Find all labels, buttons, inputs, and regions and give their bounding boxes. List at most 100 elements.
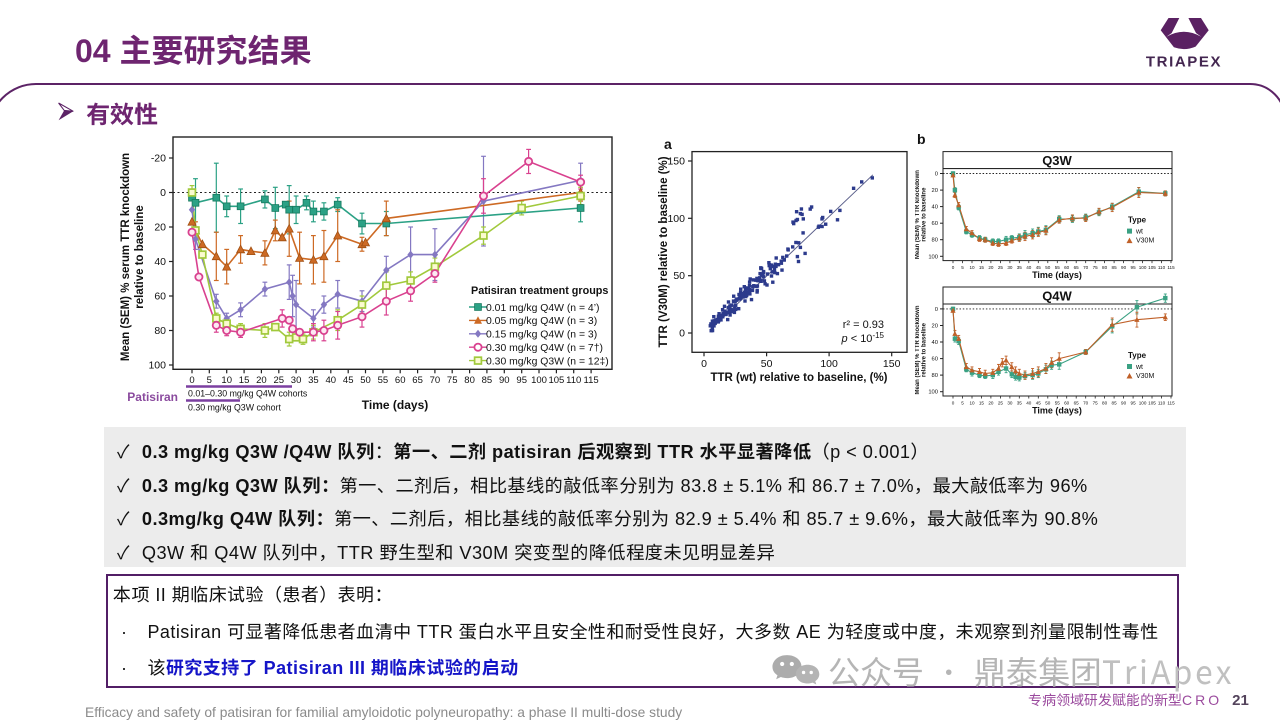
- svg-text:100: 100: [1139, 401, 1147, 406]
- svg-text:60: 60: [932, 221, 938, 227]
- svg-text:50: 50: [1045, 265, 1051, 270]
- svg-text:30: 30: [1007, 401, 1013, 406]
- svg-text:a: a: [664, 136, 672, 152]
- svg-text:90: 90: [1121, 265, 1127, 270]
- svg-text:10: 10: [969, 265, 975, 270]
- svg-text:0.30 mg/kg Q3W (n = 12‡): 0.30 mg/kg Q3W (n = 12‡): [486, 356, 609, 367]
- svg-text:Mean (SEM) % serum TTR knockdo: Mean (SEM) % serum TTR knockdown: [120, 153, 132, 361]
- svg-text:0: 0: [935, 172, 938, 178]
- svg-text:115: 115: [584, 375, 599, 386]
- svg-text:45: 45: [1036, 265, 1042, 270]
- svg-text:50: 50: [360, 375, 371, 386]
- svg-text:relative to baseline: relative to baseline: [922, 187, 928, 242]
- svg-text:40: 40: [1026, 401, 1032, 406]
- svg-text:60: 60: [1064, 265, 1070, 270]
- svg-text:60: 60: [932, 357, 938, 363]
- svg-text:65: 65: [1074, 401, 1080, 406]
- svg-text:15: 15: [979, 265, 985, 270]
- svg-text:55: 55: [1055, 401, 1061, 406]
- svg-text:Mean (SEM) % TTR knockdown: Mean (SEM) % TTR knockdown: [915, 305, 921, 394]
- svg-text:0: 0: [189, 375, 194, 386]
- svg-text:100: 100: [531, 375, 547, 386]
- svg-text:35: 35: [1017, 265, 1023, 270]
- svg-text:80: 80: [932, 373, 938, 379]
- svg-text:110: 110: [566, 375, 581, 386]
- svg-text:90: 90: [1121, 401, 1127, 406]
- svg-text:r² = 0.93: r² = 0.93: [843, 319, 884, 331]
- svg-text:40: 40: [932, 340, 938, 346]
- svg-text:30: 30: [291, 375, 302, 386]
- svg-text:5: 5: [961, 401, 964, 406]
- svg-text:80: 80: [1102, 265, 1108, 270]
- svg-text:70: 70: [1083, 401, 1089, 406]
- svg-text:100: 100: [148, 360, 166, 372]
- svg-text:-20: -20: [151, 153, 166, 165]
- svg-text:0: 0: [679, 328, 685, 340]
- svg-text:0: 0: [160, 187, 166, 199]
- svg-text:10: 10: [969, 401, 975, 406]
- svg-text:15: 15: [239, 375, 250, 386]
- svg-text:Time (days): Time (days): [1032, 270, 1082, 280]
- svg-text:80: 80: [464, 375, 475, 386]
- svg-text:110: 110: [1158, 265, 1166, 270]
- svg-text:Q3W: Q3W: [1042, 153, 1072, 168]
- svg-text:20: 20: [154, 222, 166, 234]
- svg-text:0: 0: [701, 358, 707, 370]
- svg-text:20: 20: [932, 188, 938, 194]
- svg-text:75: 75: [1093, 401, 1099, 406]
- svg-text:105: 105: [548, 375, 564, 386]
- svg-text:85: 85: [1112, 265, 1118, 270]
- svg-text:Type: Type: [1128, 351, 1147, 360]
- svg-text:75: 75: [1093, 265, 1099, 270]
- svg-text:Patisiran: Patisiran: [127, 390, 178, 404]
- svg-text:50: 50: [1045, 401, 1051, 406]
- svg-text:20: 20: [988, 401, 994, 406]
- svg-text:25: 25: [998, 265, 1004, 270]
- svg-text:Time (days): Time (days): [362, 398, 428, 412]
- svg-text:Q4W: Q4W: [1042, 289, 1072, 304]
- svg-text:95: 95: [1131, 265, 1137, 270]
- svg-text:60: 60: [1064, 401, 1070, 406]
- svg-text:0: 0: [952, 265, 955, 270]
- svg-text:relative to baseline: relative to baseline: [134, 205, 146, 309]
- svg-text:0.01 mg/kg Q4W (n = 4’): 0.01 mg/kg Q4W (n = 4’): [486, 303, 599, 314]
- svg-text:85: 85: [482, 375, 493, 386]
- svg-text:55: 55: [378, 375, 389, 386]
- svg-text:25: 25: [998, 401, 1004, 406]
- svg-text:wt: wt: [1135, 364, 1143, 371]
- svg-text:115: 115: [1167, 265, 1175, 270]
- svg-text:15: 15: [979, 401, 985, 406]
- svg-text:wt: wt: [1135, 229, 1143, 236]
- svg-text:relative to baseline: relative to baseline: [922, 322, 928, 377]
- svg-text:45: 45: [343, 375, 354, 386]
- svg-text:100: 100: [928, 254, 938, 260]
- svg-text:TRIAPEX: TRIAPEX: [1146, 54, 1222, 71]
- svg-text:20: 20: [256, 375, 267, 386]
- svg-text:80: 80: [932, 238, 938, 244]
- svg-text:105: 105: [1148, 265, 1156, 270]
- svg-text:80: 80: [154, 325, 166, 337]
- svg-text:105: 105: [1148, 401, 1156, 406]
- svg-text:V30M: V30M: [1136, 373, 1154, 380]
- svg-text:Patisiran treatment groups: Patisiran treatment groups: [471, 285, 608, 297]
- svg-text:70: 70: [430, 375, 441, 386]
- svg-text:50: 50: [761, 358, 773, 370]
- svg-text:150: 150: [883, 358, 901, 370]
- svg-text:10: 10: [221, 375, 232, 386]
- svg-text:V30M: V30M: [1136, 238, 1154, 245]
- svg-text:100: 100: [1139, 265, 1147, 270]
- svg-text:20: 20: [932, 324, 938, 330]
- svg-text:0.15 mg/kg Q4W (n = 3): 0.15 mg/kg Q4W (n = 3): [486, 330, 597, 341]
- svg-text:60: 60: [395, 375, 406, 386]
- svg-text:b: b: [917, 131, 926, 147]
- svg-text:30: 30: [1007, 265, 1013, 270]
- svg-text:50: 50: [673, 270, 685, 282]
- svg-text:TTR (wt) relative to baseline,: TTR (wt) relative to baseline, (%): [711, 372, 888, 384]
- svg-text:75: 75: [447, 375, 458, 386]
- svg-text:5: 5: [961, 265, 964, 270]
- svg-text:100: 100: [928, 390, 938, 396]
- svg-text:80: 80: [1102, 401, 1108, 406]
- svg-text:0.05 mg/kg Q4W (n = 3): 0.05 mg/kg Q4W (n = 3): [486, 316, 597, 327]
- svg-text:Time (days): Time (days): [1032, 406, 1082, 416]
- svg-text:0.30 mg/kg Q3W cohort: 0.30 mg/kg Q3W cohort: [188, 403, 281, 413]
